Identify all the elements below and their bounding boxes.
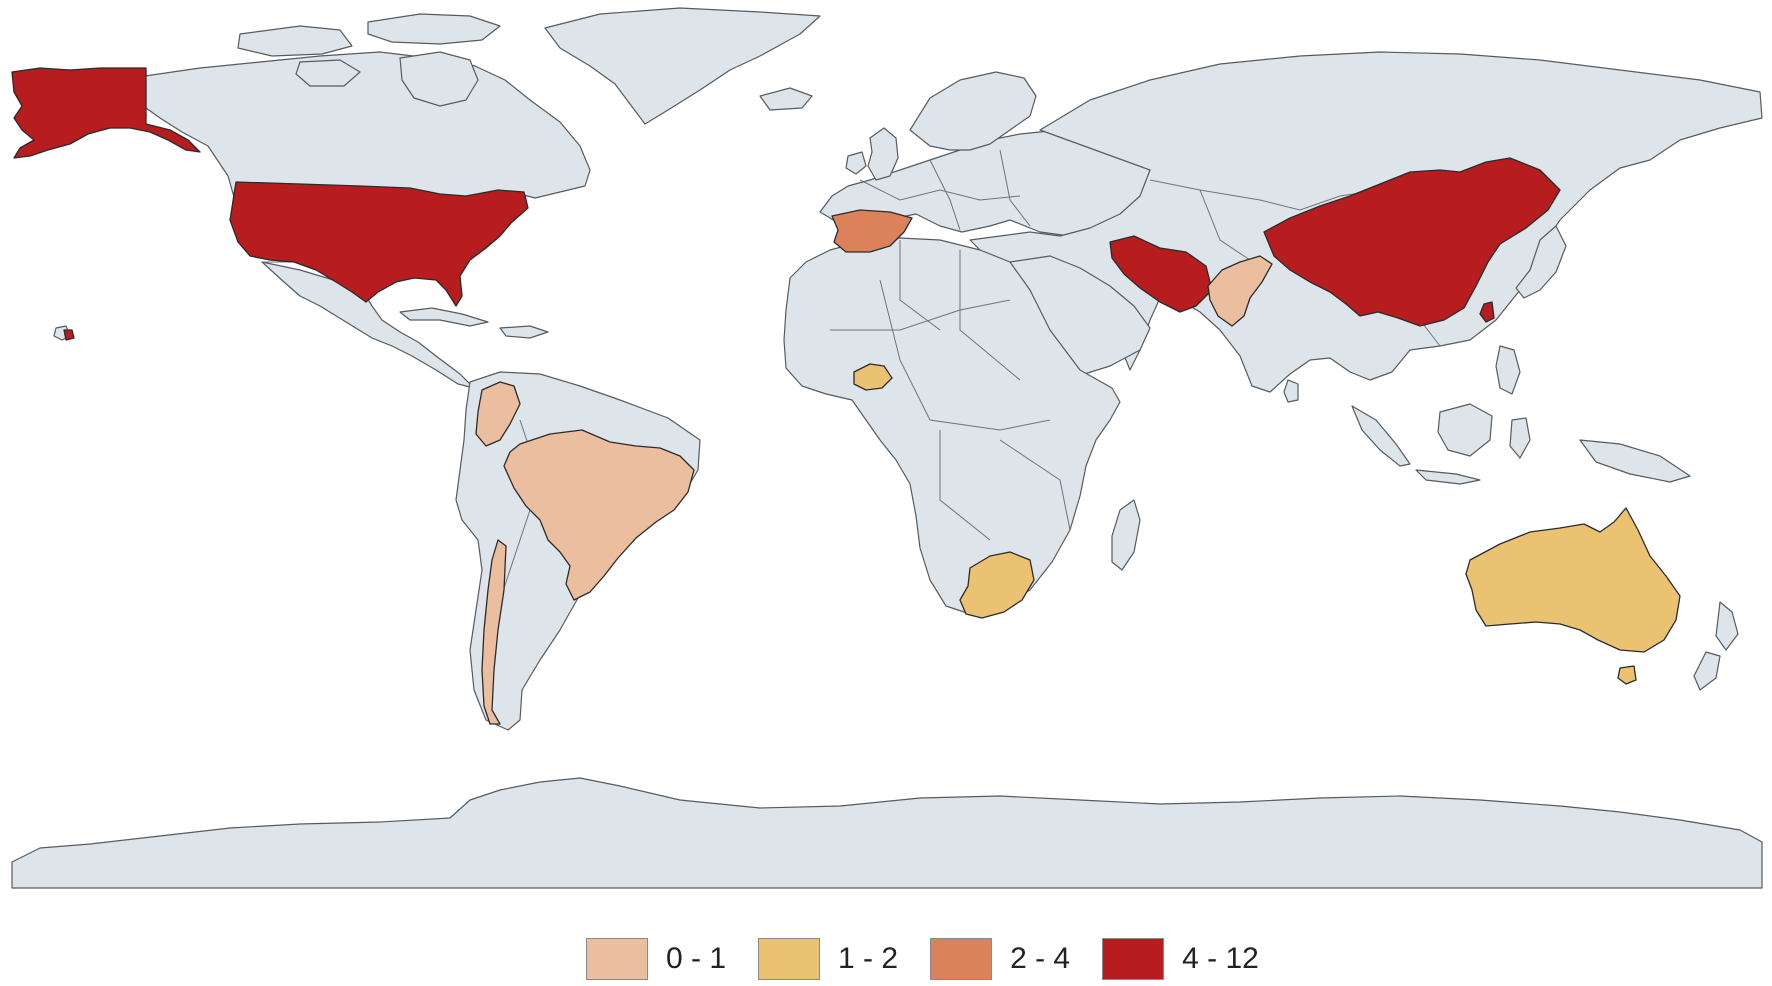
map-legend: 0 - 1 1 - 2 2 - 4 4 - 12 <box>586 936 1291 982</box>
japan <box>1515 225 1567 299</box>
sumatra <box>1351 405 1411 467</box>
border-line <box>899 240 941 331</box>
legend-swatch <box>586 938 648 980</box>
arctic-island <box>399 51 479 107</box>
country-china[interactable] <box>1263 157 1561 327</box>
cuba <box>399 307 489 327</box>
highlighted-countries <box>11 67 1681 725</box>
madagascar <box>1111 499 1141 571</box>
country-chile[interactable] <box>481 539 507 725</box>
border-line <box>859 179 1021 201</box>
africa <box>783 237 1121 615</box>
border-line <box>999 149 1031 227</box>
country-australia[interactable] <box>1465 507 1681 653</box>
sri-lanka <box>1283 379 1299 403</box>
country-pakistan[interactable] <box>1207 255 1273 327</box>
legend-label: 4 - 12 <box>1182 942 1259 975</box>
legend-item-0: 0 - 1 <box>586 938 726 980</box>
legend-label: 0 - 1 <box>666 942 727 975</box>
legend-item-2: 2 - 4 <box>930 938 1070 980</box>
legend-swatch <box>930 938 993 980</box>
legend-swatch <box>1102 938 1165 980</box>
border-line <box>929 159 961 231</box>
philippines <box>1495 345 1521 395</box>
border-line <box>879 279 1051 431</box>
country-usa-hawaii[interactable] <box>63 329 75 341</box>
country-burkina-faso[interactable] <box>853 363 893 391</box>
country-usa-alaska[interactable] <box>11 67 201 159</box>
legend-item-3: 4 - 12 <box>1102 938 1259 980</box>
java <box>1415 469 1481 485</box>
country-south-africa[interactable] <box>959 551 1035 619</box>
country-brazil[interactable] <box>503 429 695 601</box>
country-usa[interactable] <box>229 181 529 307</box>
border-line <box>999 439 1071 531</box>
new-guinea <box>1579 439 1691 483</box>
country-colombia[interactable] <box>475 381 521 447</box>
scandinavia <box>909 71 1037 151</box>
country-taiwan[interactable] <box>1479 301 1495 323</box>
country-spain[interactable] <box>831 209 913 253</box>
new-zealand <box>1693 651 1721 691</box>
country-australia-tasmania[interactable] <box>1617 665 1637 685</box>
base-land <box>11 7 1763 889</box>
legend-label: 1 - 2 <box>838 942 899 975</box>
legend-swatch <box>758 938 821 980</box>
sulawesi <box>1509 417 1531 459</box>
new-zealand <box>1715 601 1739 651</box>
world-map <box>11 7 1763 889</box>
arctic-island <box>367 13 501 45</box>
borneo <box>1437 403 1493 457</box>
greenland <box>544 7 821 125</box>
border-line <box>830 299 1011 331</box>
arctic-island <box>237 25 353 57</box>
ireland <box>845 151 867 175</box>
border-line <box>1199 189 1251 261</box>
hispaniola <box>499 325 549 339</box>
antarctica <box>11 777 1763 889</box>
arctic-island <box>295 59 361 87</box>
britain <box>867 127 899 181</box>
country-iran[interactable] <box>1109 235 1213 313</box>
border-line <box>939 430 991 541</box>
legend-label: 2 - 4 <box>1010 942 1071 975</box>
border-line <box>959 250 1021 381</box>
iceland <box>759 87 813 111</box>
legend-item-1: 1 - 2 <box>758 938 898 980</box>
